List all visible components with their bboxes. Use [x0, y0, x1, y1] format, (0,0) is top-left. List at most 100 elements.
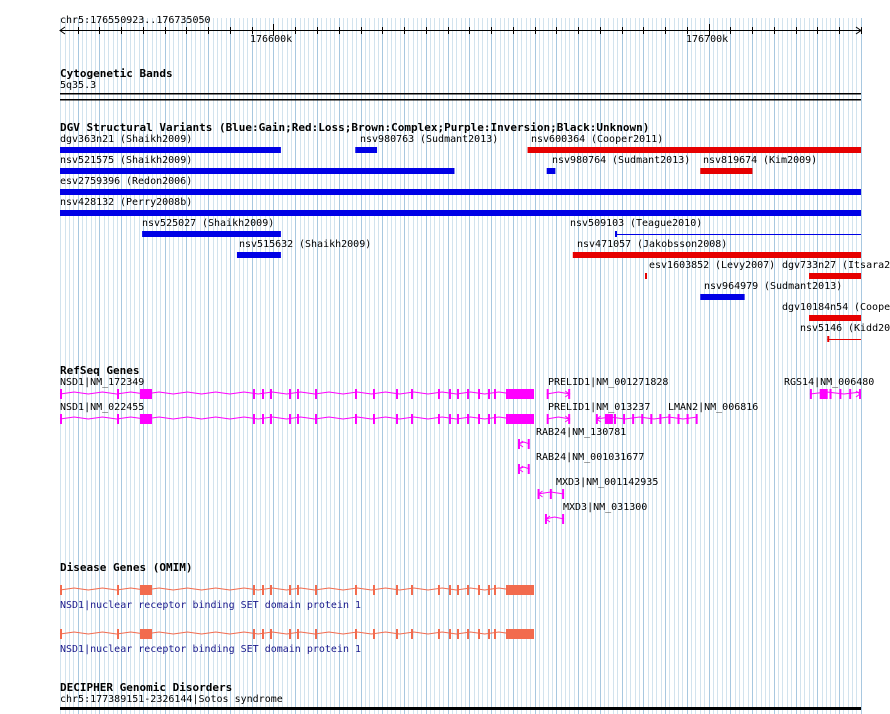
omim-exon	[60, 629, 62, 639]
omim-label-0[interactable]: NSD1|nuclear receptor binding SET domain…	[60, 600, 362, 611]
refseq-track-title[interactable]: RefSeq Genes	[60, 364, 140, 377]
decipher-bar	[60, 707, 861, 710]
dgv-bar-nsv521575	[60, 168, 455, 174]
refseq-exon	[659, 414, 662, 424]
omim-exon	[438, 629, 440, 639]
omim-label-1[interactable]: NSD1|nuclear receptor binding SET domain…	[60, 644, 362, 655]
refseq-exon	[677, 414, 680, 424]
refseq-strand-arrow	[564, 390, 571, 398]
dgv-label-12: esv1603852	[649, 260, 710, 271]
omim-exon	[449, 585, 451, 595]
dgv-bar-nsv980764	[546, 168, 556, 174]
refseq-strand-arrow	[564, 415, 571, 423]
omim-track-title[interactable]: Disease Genes (OMIM)	[60, 561, 193, 574]
dgv-source-2: (Cooper2011)	[591, 134, 664, 145]
refseq-strand-arrow	[537, 490, 543, 498]
ruler-tick-label-1: 176700k	[686, 34, 729, 45]
dgv-bar-nsv471057	[572, 252, 861, 258]
omim-gene-1	[59, 629, 534, 639]
dgv-source-11: (Jakobsson2008)	[637, 239, 728, 250]
dgv-bar-nsv525027	[142, 231, 281, 237]
dgv-label-11: nsv471057	[577, 239, 632, 250]
omim-exon	[253, 629, 255, 639]
omim-exon	[478, 585, 480, 595]
dgv-bar-nsv980763	[355, 147, 378, 153]
omim-exon	[117, 585, 119, 595]
dgv-source-0: (Shaikh2009)	[120, 134, 193, 145]
refseq-exon	[562, 514, 565, 524]
refseq-exon	[549, 489, 552, 499]
refseq-exon	[494, 389, 496, 399]
refseq-exon	[60, 414, 62, 424]
dgv-label-5: nsv819674	[703, 155, 758, 166]
refseq-gene-8	[537, 489, 565, 499]
omim-exon	[355, 585, 357, 595]
refseq-exon	[396, 389, 398, 399]
omim-exon	[506, 585, 534, 595]
refseq-exon	[449, 389, 451, 399]
dgv-bar-esv2759396	[60, 189, 861, 195]
omim-exon	[373, 629, 375, 639]
refseq-exon	[467, 389, 469, 399]
refseq-exon	[140, 389, 152, 399]
refseq-intron	[809, 391, 862, 395]
omim-gene-0	[59, 585, 534, 595]
omim-exon	[253, 585, 255, 595]
omim-exon	[289, 585, 291, 595]
omim-exon	[117, 629, 119, 639]
dgv-source-15: (Coope)	[854, 302, 890, 313]
omim-exon	[478, 629, 480, 639]
refseq-exon	[355, 414, 357, 424]
refseq-gene-3	[59, 414, 534, 424]
refseq-intron	[546, 416, 571, 420]
cytoband-track-title[interactable]: Cytogenetic Bands	[60, 67, 173, 80]
omim-exon	[467, 629, 469, 639]
omim-exon	[396, 585, 398, 595]
refseq-exon	[315, 414, 317, 424]
refseq-gene-9	[544, 514, 565, 524]
omim-exon	[449, 629, 451, 639]
refseq-exon	[478, 414, 480, 424]
dgv-source-8: (Shaikh2009)	[202, 218, 275, 229]
refseq-exon	[262, 389, 264, 399]
omim-exon	[488, 585, 490, 595]
cytoband-top-line	[60, 93, 861, 95]
dgv-label-3: nsv521575	[60, 155, 115, 166]
refseq-gene-6	[517, 439, 530, 449]
dgv-bar-nsv964979	[700, 294, 745, 300]
refseq-exon	[467, 414, 469, 424]
refseq-exon	[355, 389, 357, 399]
refseq-exon	[650, 414, 653, 424]
refseq-exon	[297, 414, 299, 424]
dgv-bar-nsv5146	[827, 339, 861, 340]
dgv-track-title[interactable]: DGV Structural Variants (Blue:Gain;Red:L…	[60, 121, 650, 134]
refseq-exon	[373, 414, 375, 424]
omim-exon	[457, 629, 459, 639]
dgv-source-4: (Sudmant2013)	[612, 155, 691, 166]
refseq-exon	[506, 414, 534, 424]
refseq-exon	[488, 414, 490, 424]
decipher-track-title[interactable]: DECIPHER Genomic Disorders	[60, 681, 233, 694]
refseq-exon	[262, 414, 264, 424]
omim-exon	[297, 629, 299, 639]
dgv-label-1: nsv980763	[360, 134, 415, 145]
refseq-exon	[839, 389, 842, 399]
dgv-source-10: (Shaikh2009)	[299, 239, 372, 250]
omim-exon	[355, 629, 357, 639]
refseq-label-7: RAB24|NM_001031677	[536, 452, 645, 463]
dgv-source-16: (Kidd20)	[848, 323, 890, 334]
omim-exon	[411, 585, 413, 595]
refseq-exon	[449, 414, 451, 424]
dgv-bar-nsv428132	[60, 210, 861, 216]
omim-exon	[494, 629, 496, 639]
refseq-exon	[506, 389, 534, 399]
dgv-source-13: (Itsara2)	[842, 260, 890, 271]
omim-exon	[262, 585, 264, 595]
refseq-exon	[641, 414, 644, 424]
refseq-exon	[695, 414, 698, 424]
refseq-exon	[270, 414, 272, 424]
omim-exon	[140, 629, 152, 639]
refseq-strand-arrow	[596, 415, 602, 423]
refseq-exon	[438, 389, 440, 399]
